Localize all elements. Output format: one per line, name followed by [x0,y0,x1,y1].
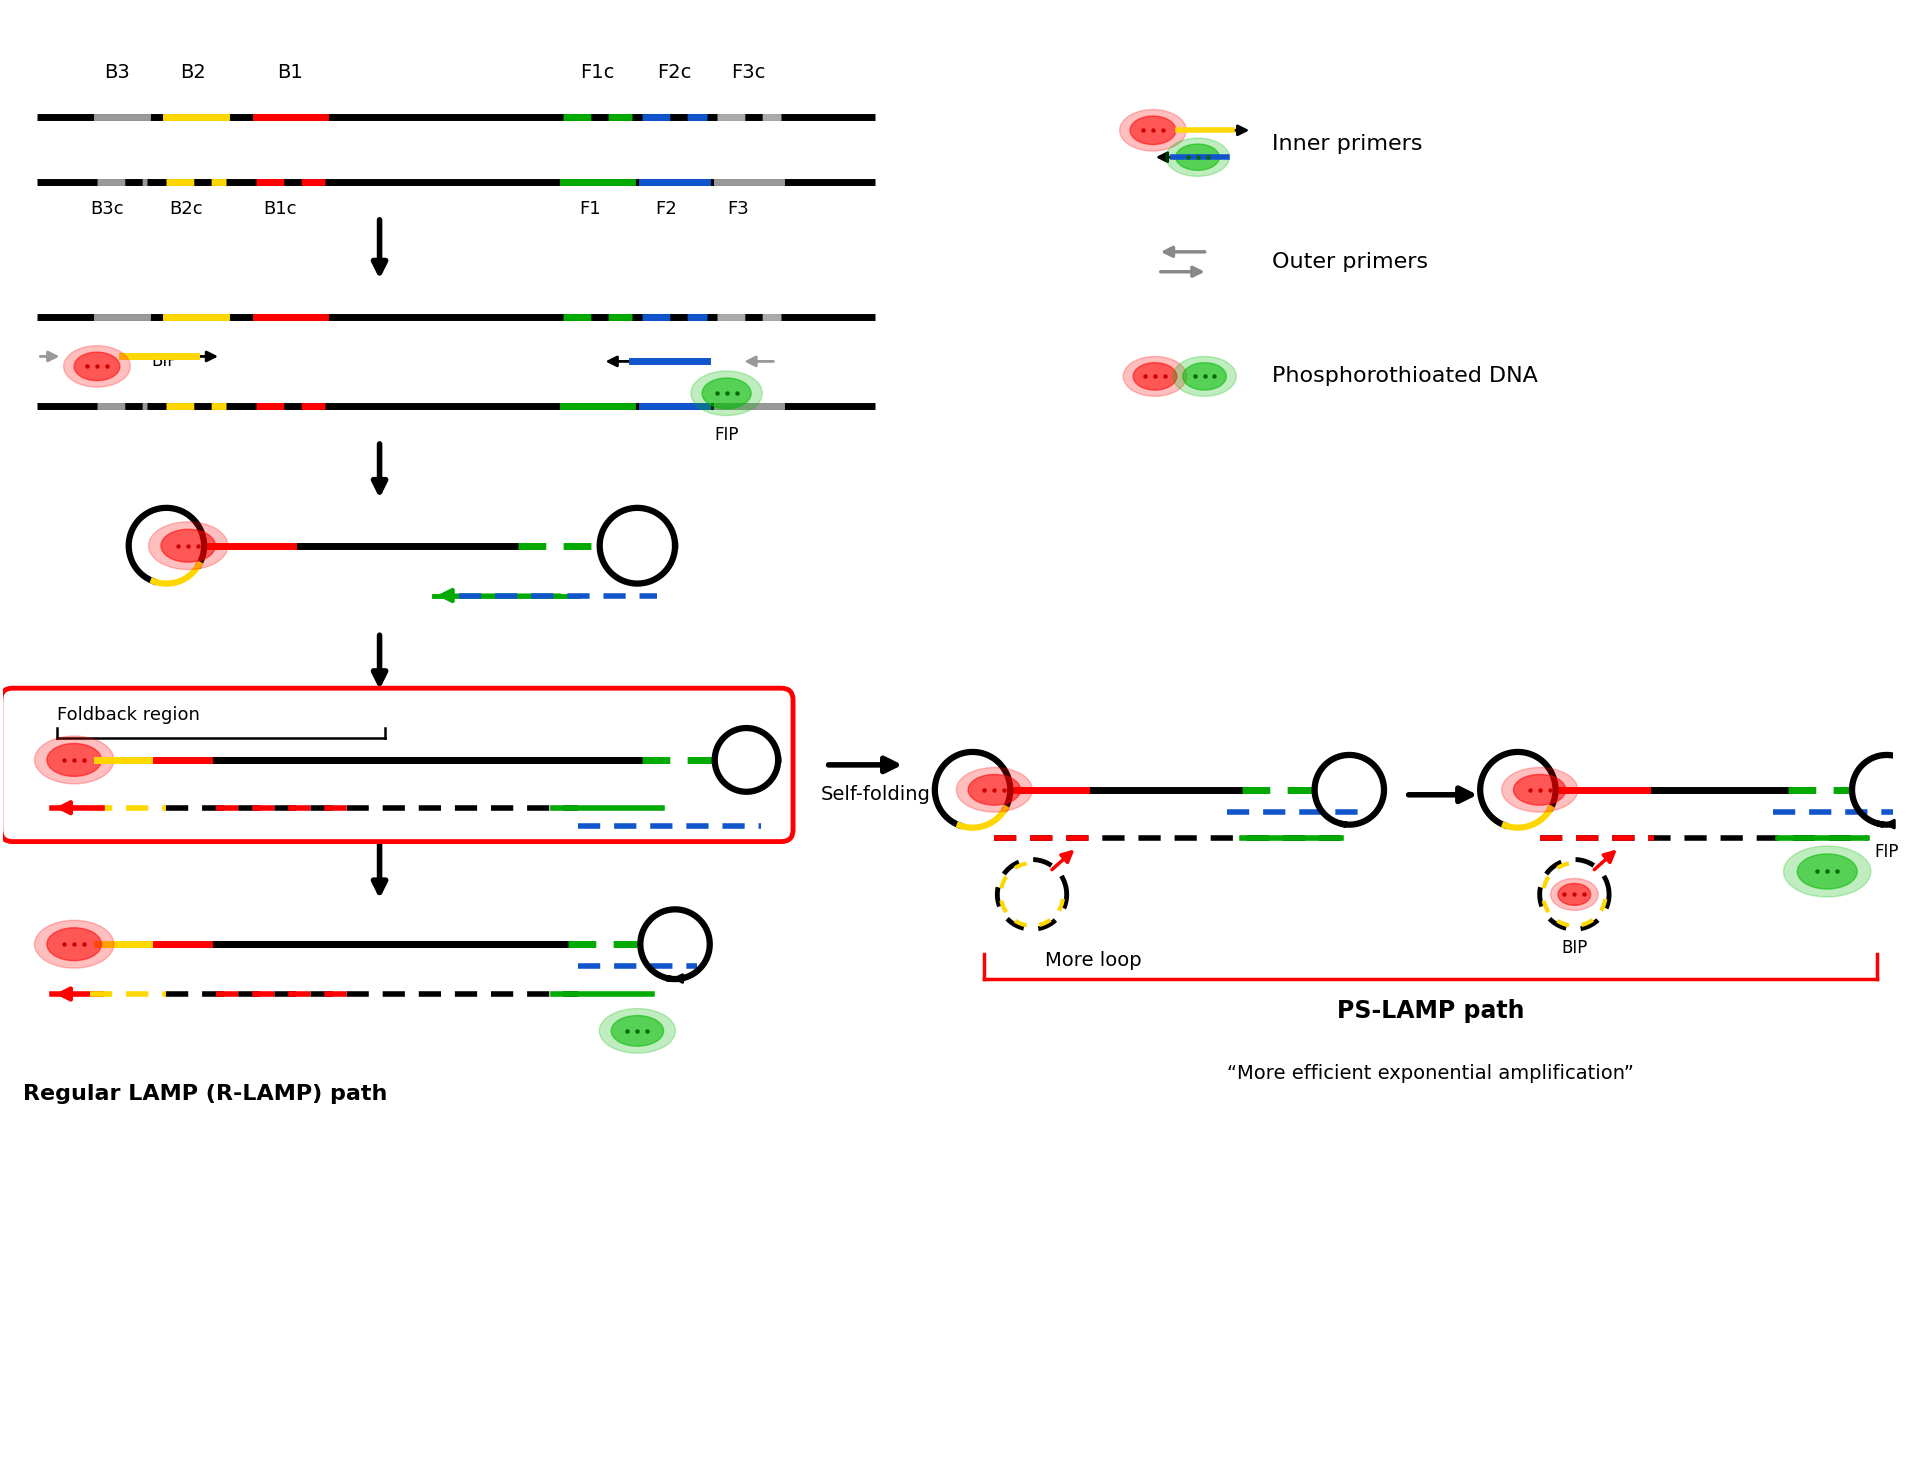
Text: B1c: B1c [263,200,297,218]
Text: More loop: More loop [1044,951,1141,970]
Text: B3c: B3c [90,200,124,218]
Text: FIP: FIP [714,426,739,444]
Text: BIP: BIP [150,353,177,370]
Text: Regular LAMP (R-LAMP) path: Regular LAMP (R-LAMP) path [23,1083,387,1104]
Ellipse shape [612,1016,663,1047]
Ellipse shape [956,767,1033,811]
Ellipse shape [1501,767,1577,811]
Ellipse shape [1551,879,1598,910]
Ellipse shape [1513,775,1566,806]
Text: F1: F1 [579,200,600,218]
Text: BIP: BIP [1560,939,1587,957]
Text: Outer primers: Outer primers [1271,251,1427,272]
Text: F2: F2 [655,200,676,218]
Ellipse shape [1133,363,1175,390]
Ellipse shape [74,353,120,381]
Text: B1: B1 [278,63,303,82]
Text: F3c: F3c [732,63,766,82]
Ellipse shape [48,928,101,960]
Ellipse shape [598,1008,674,1053]
Ellipse shape [1183,363,1225,390]
Ellipse shape [1783,845,1871,897]
Ellipse shape [1796,854,1855,889]
Text: F2c: F2c [657,63,692,82]
Text: F1c: F1c [581,63,615,82]
Ellipse shape [1122,356,1187,397]
Text: Phosphorothioated DNA: Phosphorothioated DNA [1271,366,1537,387]
Ellipse shape [1175,144,1219,171]
Text: B2: B2 [181,63,206,82]
Ellipse shape [34,736,114,784]
Ellipse shape [149,522,229,570]
Ellipse shape [1556,883,1591,906]
Ellipse shape [48,744,101,776]
Ellipse shape [1118,110,1185,151]
Ellipse shape [160,529,215,562]
Ellipse shape [34,920,114,969]
Text: F3: F3 [728,200,749,218]
Text: B2c: B2c [170,200,204,218]
Text: B3: B3 [105,63,130,82]
Ellipse shape [701,378,751,409]
Ellipse shape [1130,116,1175,144]
Ellipse shape [690,370,762,416]
Ellipse shape [1172,356,1236,397]
Ellipse shape [968,775,1019,806]
Ellipse shape [1166,138,1229,176]
Text: Self-folding: Self-folding [821,785,930,804]
Text: PS-LAMP path: PS-LAMP path [1335,1000,1524,1023]
Text: FIP: FIP [1875,842,1897,860]
Text: Foldback region: Foldback region [57,706,200,725]
Ellipse shape [63,345,130,387]
Text: Inner primers: Inner primers [1271,134,1421,154]
Text: “More efficient exponential amplification”: “More efficient exponential amplificatio… [1227,1064,1633,1083]
